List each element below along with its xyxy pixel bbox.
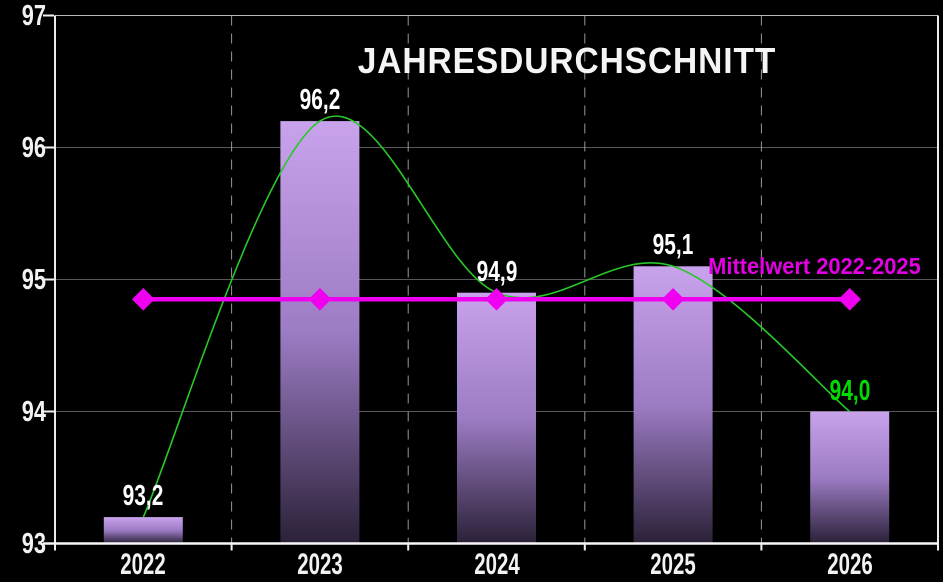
chart-title: JAHRESDURCHSCHNITT (357, 40, 777, 81)
bar-value-label-2022: 93,2 (122, 480, 164, 513)
trend-line (142, 115, 851, 518)
y-axis-label-94: 94 (21, 395, 46, 428)
bar-2023 (280, 121, 360, 544)
bar-value-label-2025: 95,1 (652, 229, 694, 262)
mean-marker-2022 (131, 287, 155, 311)
mean-marker-2024 (485, 287, 508, 311)
bar-series (103, 121, 890, 544)
mean-marker-2026 (838, 287, 862, 311)
bar-2025 (633, 266, 713, 544)
x-axis-label-2024: 2024 (473, 548, 520, 581)
bar-2024 (457, 292, 536, 544)
bar-2022 (103, 517, 183, 544)
mean-marker-2023 (308, 287, 332, 311)
mean-line-label: Mittelwert 2022-2025 (708, 253, 921, 279)
y-axis-label-95: 95 (21, 263, 46, 296)
y-axis-label-96: 96 (21, 131, 46, 164)
x-axis-label-2023: 2023 (297, 548, 343, 581)
trend-curve (142, 115, 851, 518)
y-axis-label-93: 93 (21, 527, 46, 560)
bar-value-label-2026: 94,0 (829, 374, 871, 407)
bar-2026 (810, 411, 890, 544)
y-axis-label-97: 97 (21, 0, 46, 32)
mean-line (131, 287, 862, 311)
x-axis-label-2026: 2026 (826, 548, 873, 581)
axes (43, 14, 939, 551)
x-axis-label-2025: 2025 (650, 548, 696, 581)
x-axis-label-2022: 2022 (120, 548, 166, 581)
bar-value-label-2023: 96,2 (299, 84, 341, 117)
bar-value-label-2024: 94,9 (476, 255, 517, 288)
mean-marker-2025 (661, 287, 685, 311)
